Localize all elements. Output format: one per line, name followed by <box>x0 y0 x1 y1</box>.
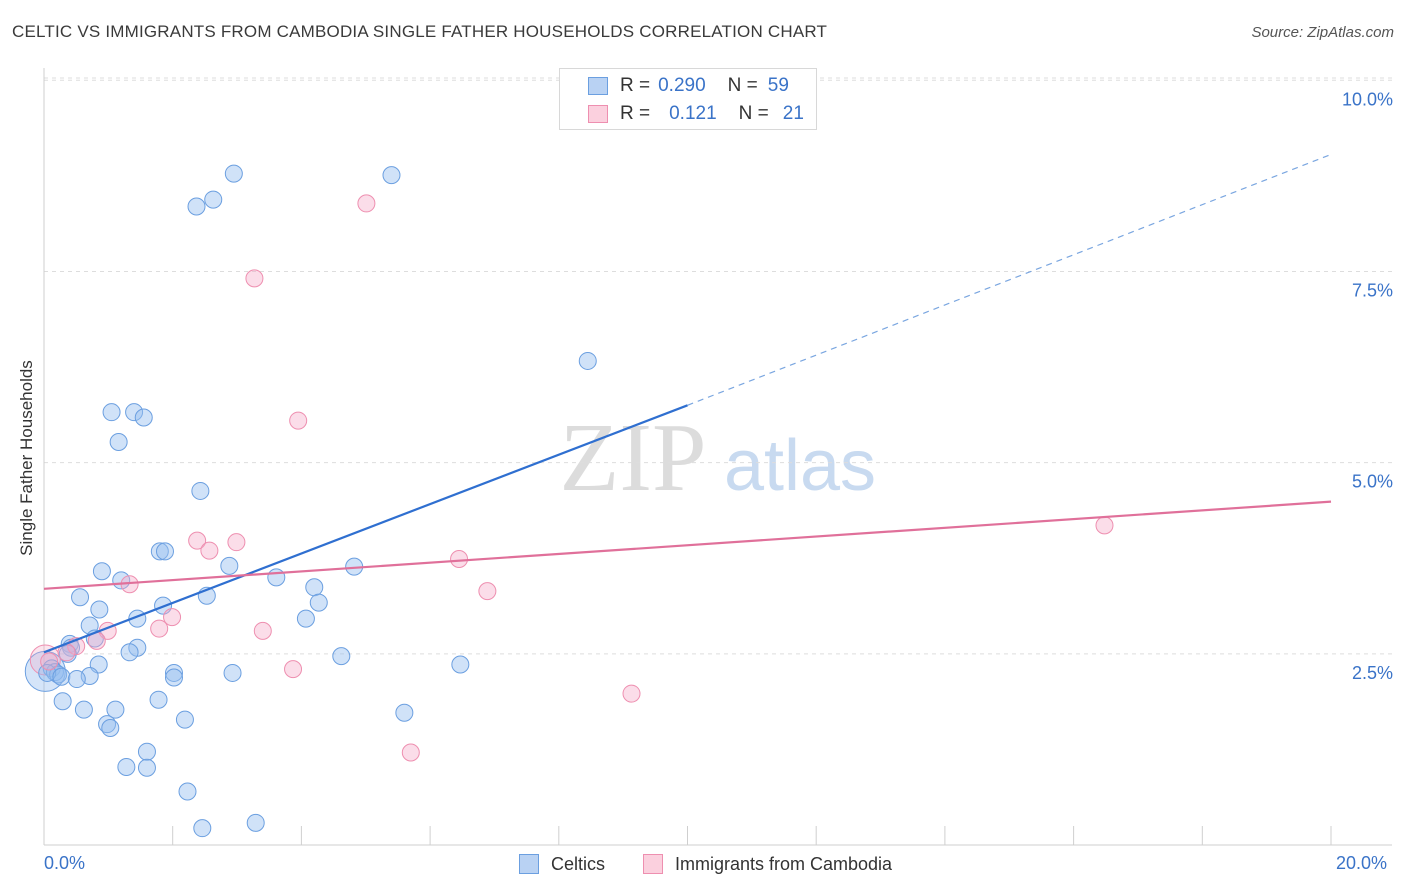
celtics-point <box>309 593 328 612</box>
celtics-point <box>223 663 242 682</box>
celtics-point <box>67 670 86 689</box>
bottom-legend-label-cambodia: Immigrants from Cambodia <box>675 853 893 874</box>
celtics-point <box>175 710 194 729</box>
celtics-point <box>52 667 71 686</box>
celtics-point <box>191 481 210 500</box>
celtics-point <box>117 758 136 776</box>
celtics-point <box>382 166 401 185</box>
x-tick-label-min: 0.0% <box>44 853 86 873</box>
celtics-point <box>102 403 121 422</box>
legend-swatch-cambodia <box>588 105 608 123</box>
celtics-point <box>164 663 183 682</box>
bottom-legend-swatch-cambodia <box>643 854 663 874</box>
celtics-point <box>451 655 470 674</box>
celtics-point <box>120 643 139 662</box>
watermark-atlas: atlas <box>724 426 876 506</box>
grid-lines <box>44 77 1392 655</box>
celtics-point <box>246 813 265 832</box>
cambodia-point <box>478 582 497 601</box>
legend-swatch-celtics <box>588 77 608 95</box>
watermark-zip: ZIP <box>560 404 707 512</box>
celtics-point <box>101 719 120 737</box>
celtics-point <box>38 663 57 682</box>
celtics-point <box>134 408 153 427</box>
celtics-point <box>90 600 109 619</box>
legend-r-value: 0.121 <box>669 103 717 124</box>
celtics-point <box>296 609 315 628</box>
legend-n-value: 59 <box>767 75 789 96</box>
legend-r-label: R = <box>620 103 651 124</box>
celtics-point <box>164 668 183 687</box>
cambodia-point <box>245 269 264 288</box>
cambodia-point <box>40 652 59 671</box>
bottom-legend-label-celtics: Celtics <box>551 853 606 874</box>
celtics-point <box>224 164 243 183</box>
correlation-legend: R = 0.290 N = 59 R = 0.121 N = 21 <box>559 68 817 130</box>
trend-lines <box>43 153 1332 654</box>
celtics-point <box>53 692 72 711</box>
celtics-point <box>332 647 351 666</box>
legend-n-label: N = <box>727 75 758 96</box>
celtics-point <box>74 700 93 719</box>
legend-n-label: N = <box>738 103 769 124</box>
cambodia-point <box>622 684 641 703</box>
chart-title: CELTIC VS IMMIGRANTS FROM CAMBODIA SINGL… <box>12 22 828 41</box>
celtics-point <box>137 758 156 777</box>
cambodia-point <box>284 660 303 679</box>
celtics-point <box>220 556 239 575</box>
celtics-point <box>178 782 197 801</box>
cambodia-point <box>357 194 376 213</box>
celtics-trend-line <box>43 404 688 654</box>
celtics-point <box>187 197 206 216</box>
source-label: Source: ZipAtlas.com <box>1251 24 1394 41</box>
y-tick-label: 5.0% <box>1352 472 1393 492</box>
cambodia-point <box>163 608 182 627</box>
cambodia-point <box>289 411 308 430</box>
legend-row-cambodia: R = 0.121 N = 21 <box>620 102 804 126</box>
celtics-point <box>578 351 597 370</box>
y-tick-label: 2.5% <box>1352 663 1393 683</box>
celtics-point <box>109 433 128 451</box>
celtics-point <box>395 703 414 722</box>
celtics-point <box>155 542 174 561</box>
data-points <box>24 164 1114 838</box>
celtics-point <box>267 568 286 587</box>
celtics-point <box>204 190 223 209</box>
celtics-point <box>150 542 169 561</box>
bottom-legend-cambodia: Immigrants from Cambodia <box>643 852 892 876</box>
cambodia-point <box>1095 516 1114 535</box>
y-tick-label: 10.0% <box>1342 89 1393 109</box>
celtics-point <box>92 562 111 581</box>
watermark: ZIP atlas <box>560 404 877 512</box>
celtics-trend-extension <box>687 153 1332 406</box>
celtics-point <box>305 578 324 597</box>
cambodia-point <box>150 619 169 638</box>
cambodia-point <box>253 621 272 640</box>
y-axis-label: Single Father Households <box>17 360 36 556</box>
celtics-point <box>45 663 64 682</box>
cambodia-point <box>227 533 246 552</box>
bottom-legend-celtics: Celtics <box>519 852 605 876</box>
celtics-point <box>71 588 90 607</box>
cambodia-point <box>401 743 420 762</box>
legend-r-label: R = <box>620 75 651 96</box>
cambodia-point <box>200 541 219 560</box>
legend-n-value: 21 <box>782 103 804 124</box>
legend-r-value: 0.290 <box>658 75 706 96</box>
x-tick-label-max: 20.0% <box>1336 853 1388 873</box>
cambodia-point <box>450 550 469 568</box>
y-tick-labels: 2.5% 5.0% 7.5% 10.0% <box>1342 89 1393 683</box>
celtics-point <box>149 690 168 709</box>
legend-row-celtics: R = 0.290 N = 59 <box>620 74 789 98</box>
cambodia-point <box>188 531 207 550</box>
celtics-point <box>125 403 144 422</box>
y-tick-label: 7.5% <box>1352 280 1393 300</box>
bottom-legend-swatch-celtics <box>519 854 539 874</box>
celtics-point <box>137 742 156 761</box>
cambodia-trend-line <box>43 500 1332 590</box>
celtics-point <box>106 700 125 719</box>
celtics-point <box>193 819 212 838</box>
axes <box>43 68 1392 846</box>
